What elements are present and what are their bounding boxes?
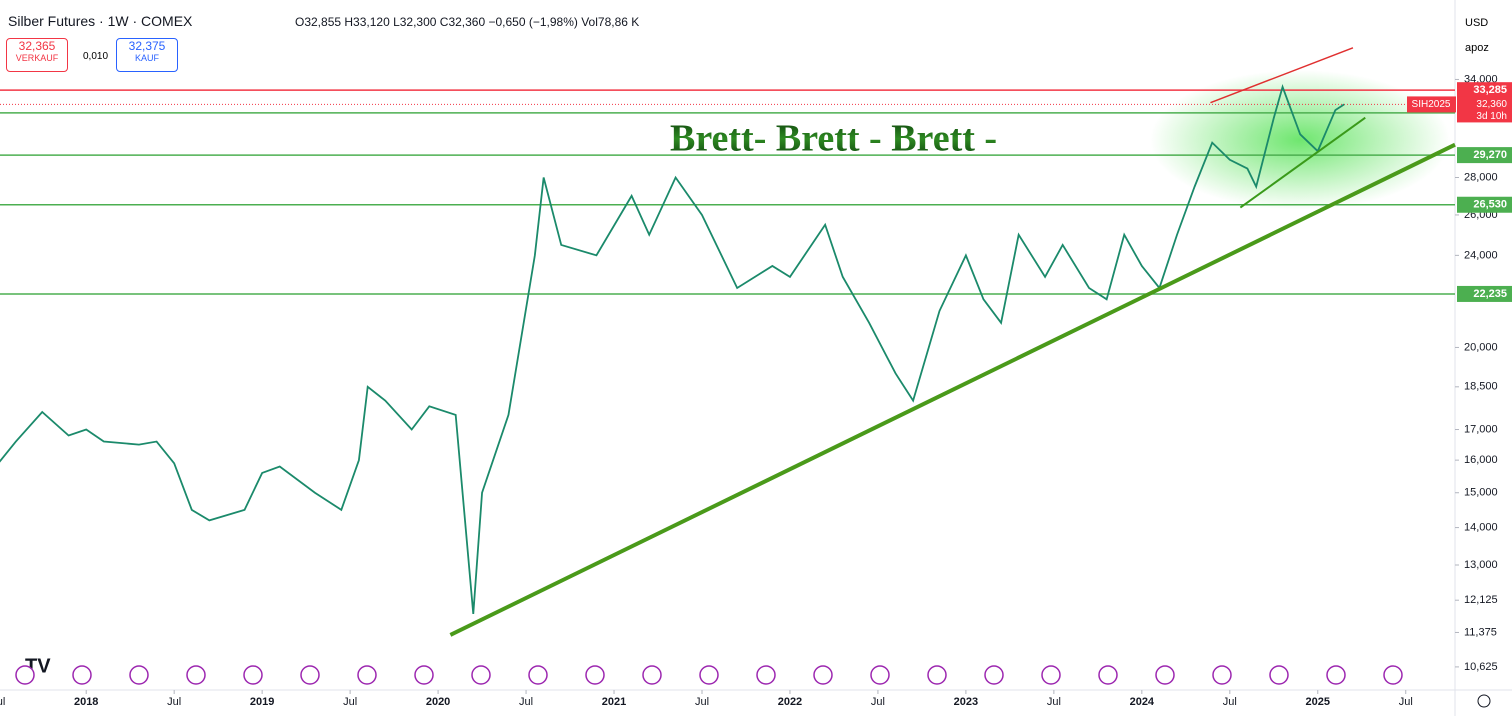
y-tick-label: 20,000: [1464, 341, 1498, 353]
y-tick-label: 10,625: [1464, 661, 1498, 673]
trendline: [1210, 47, 1354, 104]
event-marker: [15, 665, 35, 685]
currency[interactable]: USD: [1465, 17, 1489, 29]
event-marker: [1212, 665, 1232, 685]
event-marker: [129, 665, 149, 685]
last-price-text: 32,360: [1476, 99, 1507, 110]
x-tick-label: 2020: [426, 696, 450, 708]
buy-label: KAUF: [134, 53, 159, 63]
sell-label: VERKAUF: [15, 53, 59, 63]
x-tick-label: 2025: [1306, 696, 1330, 708]
event-marker: [642, 665, 662, 685]
price-line: [0, 84, 1345, 615]
x-tick-label: Jul: [871, 696, 885, 708]
event-marker: [243, 665, 263, 685]
level-label: 29,270: [1473, 149, 1507, 161]
event-marker: [1269, 665, 1289, 685]
spread: 0,010: [83, 51, 109, 62]
level-badge: [1457, 285, 1512, 302]
event-marker: [528, 665, 548, 685]
x-tick-label: Jul: [343, 696, 357, 708]
buy-price: 32,375: [128, 39, 166, 53]
event-marker: [1383, 665, 1403, 685]
y-tick-label: 11,375: [1464, 626, 1497, 638]
x-tick-label: 2018: [74, 696, 98, 708]
event-marker: [300, 665, 320, 685]
y-tick-label: 18,500: [1464, 381, 1498, 393]
event-marker: [1098, 665, 1118, 685]
symbol: Silber Futures · 1W · COMEX: [8, 13, 193, 29]
event-marker: [870, 665, 890, 685]
annotation: Brett- Brett - Brett -: [670, 118, 997, 160]
last-price-badge: [1457, 96, 1512, 123]
scale-mode[interactable]: apoz: [1465, 42, 1489, 54]
event-marker: [414, 665, 434, 685]
event-marker: [471, 665, 491, 685]
event-marker: [984, 665, 1004, 685]
settings-icon[interactable]: [1477, 694, 1491, 708]
event-marker: [585, 665, 605, 685]
event-marker: [1041, 665, 1061, 685]
buy-button[interactable]: 32,375 KAUF: [116, 38, 178, 72]
sell-button[interactable]: 32,365 VERKAUF: [6, 38, 68, 72]
x-tick-label: 2019: [250, 696, 274, 708]
y-tick-label: 16,000: [1464, 454, 1498, 466]
event-marker: [699, 665, 719, 685]
trendline: [1239, 116, 1366, 209]
event-marker: [813, 665, 833, 685]
x-tick-label: Jul: [1223, 696, 1237, 708]
event-marker: [357, 665, 377, 685]
level-badge: [1457, 82, 1512, 99]
event-marker: [186, 665, 206, 685]
x-tick-label: 2023: [954, 696, 978, 708]
event-marker: [1155, 665, 1175, 685]
event-marker: [1326, 665, 1346, 685]
x-tick-label: Jul: [1399, 696, 1413, 708]
y-tick-label: 28,000: [1464, 171, 1498, 183]
ohlc: O32,855 H33,120 L32,300 C32,360 −0,650 (…: [295, 15, 640, 29]
x-tick-label: 2024: [1130, 696, 1155, 708]
y-tick-label: 17,000: [1464, 423, 1498, 435]
y-tick-label: 14,000: [1464, 521, 1498, 533]
last-price-text: 3d 10h: [1476, 111, 1507, 122]
y-tick-label: 15,000: [1464, 487, 1498, 499]
sell-price: 32,365: [18, 39, 56, 53]
x-tick-label: 2021: [602, 696, 626, 708]
level-label: 26,530: [1473, 199, 1507, 211]
x-tick-label: Jul: [695, 696, 709, 708]
event-marker: [72, 665, 92, 685]
trendline: [449, 142, 1456, 637]
level-label: 33,285: [1473, 84, 1507, 96]
x-tick-label: 2022: [778, 696, 802, 708]
level-badge: [1457, 196, 1512, 213]
event-marker: [927, 665, 947, 685]
x-tick-label: Jul: [0, 696, 5, 708]
highlight-glow: [1150, 70, 1450, 210]
x-tick-label: Jul: [519, 696, 533, 708]
y-tick-label: 12,125: [1464, 594, 1498, 606]
x-tick-label: Jul: [167, 696, 181, 708]
last-price-text: SIH2025: [1412, 99, 1451, 110]
level-label: 22,235: [1473, 288, 1507, 300]
y-tick-label: 13,000: [1464, 559, 1498, 571]
x-tick-label: Jul: [1047, 696, 1061, 708]
y-tick-label: 24,000: [1464, 249, 1498, 261]
symbol-badge: [1407, 96, 1456, 113]
event-marker: [756, 665, 776, 685]
level-badge: [1457, 147, 1512, 164]
